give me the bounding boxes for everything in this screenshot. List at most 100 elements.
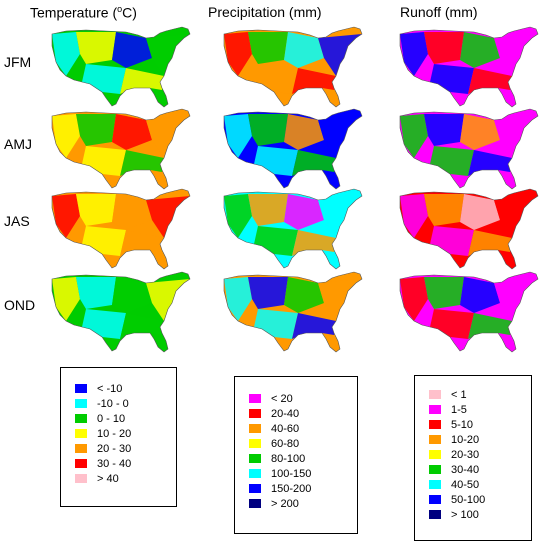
map-region-patch — [52, 194, 80, 238]
row-label-ond: OND — [4, 297, 36, 313]
map-region-patch — [52, 114, 80, 158]
legend-swatch — [429, 465, 441, 474]
precipitation-column-title: Precipitation (mm) — [208, 4, 322, 20]
map-region-patch — [430, 64, 474, 94]
map-region-patch — [284, 277, 324, 313]
map-region-patch — [224, 194, 252, 238]
legend-swatch — [429, 495, 441, 504]
precipitation-legend-item: 60-80 — [249, 436, 357, 451]
temperature-unit-tail: C) — [122, 4, 137, 21]
temperature-legend-item: -10 - 0 — [75, 396, 176, 411]
temperature-legend-item: < -10 — [75, 381, 176, 396]
precipitation-legend-item: 20-40 — [249, 406, 357, 421]
map-region-patch — [82, 64, 126, 94]
legend-label: > 40 — [97, 472, 119, 485]
legend-swatch — [249, 484, 261, 493]
map-region-patch — [292, 230, 336, 256]
map-amj-runoff — [399, 108, 539, 190]
map-jas-temperature — [51, 188, 191, 270]
legend-label: 50-100 — [451, 493, 486, 506]
legend-label: 30-40 — [451, 463, 480, 476]
map-region-patch — [248, 277, 288, 309]
map-region-patch — [120, 230, 164, 256]
map-color-regions — [224, 109, 362, 189]
map-region-patch — [52, 32, 80, 76]
map-region-patch — [430, 309, 474, 339]
map-color-regions — [52, 109, 190, 189]
row-label-amj: AMJ — [4, 136, 32, 152]
map-color-regions — [52, 27, 190, 107]
map-region-patch — [292, 313, 336, 339]
map-region-patch — [112, 194, 152, 230]
legend-label: 1-5 — [451, 403, 467, 416]
runoff-legend-item: > 100 — [429, 507, 531, 522]
map-region-patch — [254, 64, 298, 94]
us-outline — [51, 26, 191, 108]
runoff-legend-item: 5-10 — [429, 417, 531, 432]
map-region-patch — [82, 226, 126, 256]
us-outline — [399, 271, 539, 353]
legend-label: 10-20 — [451, 433, 480, 446]
map-region-patch — [76, 277, 116, 309]
map-color-regions — [224, 27, 362, 107]
map-ond-temperature — [51, 271, 191, 353]
runoff-legend-item: 30-40 — [429, 462, 531, 477]
legend-label: > 200 — [271, 497, 299, 510]
map-color-regions — [52, 189, 190, 269]
legend-swatch — [429, 450, 441, 459]
temperature-legend-item: 30 - 40 — [75, 456, 176, 471]
map-jas-precipitation — [223, 188, 363, 270]
map-region-patch — [120, 313, 164, 339]
map-region-patch — [292, 150, 336, 176]
legend-swatch — [75, 399, 87, 408]
map-region-patch — [254, 226, 298, 256]
runoff-legend-item: 50-100 — [429, 492, 531, 507]
map-region-patch — [76, 32, 116, 64]
legend-label: 30 - 40 — [97, 457, 132, 470]
precipitation-legend-item: 40-60 — [249, 421, 357, 436]
temperature-legend-item: > 40 — [75, 471, 176, 486]
runoff-legend: < 1 1-5 5-10 10-20 20-30 30-40 40-50 50-100 > 10… — [414, 375, 532, 541]
runoff-legend-item: < 1 — [429, 387, 531, 402]
row-label-jfm: JFM — [4, 54, 32, 70]
map-region-patch — [112, 114, 152, 150]
legend-swatch — [429, 480, 441, 489]
map-region-patch — [424, 194, 464, 226]
runoff-legend-item: 10-20 — [429, 432, 531, 447]
map-region-patch — [76, 114, 116, 146]
map-region-patch — [400, 114, 428, 158]
legend-label: 20-30 — [451, 448, 480, 461]
map-color-regions — [400, 109, 538, 189]
row-label-jas: JAS — [4, 213, 30, 229]
map-region-patch — [254, 146, 298, 176]
map-region-patch — [468, 230, 512, 256]
map-region-patch — [284, 114, 324, 150]
map-amj-temperature — [51, 108, 191, 190]
legend-label: 80-100 — [271, 452, 306, 465]
runoff-legend-item: 20-30 — [429, 447, 531, 462]
legend-swatch — [75, 384, 87, 393]
map-color-regions — [400, 272, 538, 352]
map-region-patch — [224, 32, 252, 76]
map-color-regions — [224, 189, 362, 269]
map-amj-precipitation — [223, 108, 363, 190]
map-region-patch — [468, 313, 512, 339]
runoff-column-title: Runoff (mm) — [400, 4, 478, 20]
legend-swatch — [429, 420, 441, 429]
map-region-patch — [468, 150, 512, 176]
precipitation-legend-item: 150-200 — [249, 481, 357, 496]
us-outline — [399, 108, 539, 190]
legend-label: 40-50 — [451, 478, 480, 491]
legend-label: 40-60 — [271, 422, 300, 435]
map-ond-precipitation — [223, 271, 363, 353]
legend-label: 20 - 30 — [97, 442, 132, 455]
legend-label: 60-80 — [271, 437, 300, 450]
legend-label: < 1 — [451, 388, 467, 401]
us-outline — [51, 188, 191, 270]
temperature-legend: < -10 -10 - 0 0 - 10 10 - 20 20 - 30 30 - 40 >… — [60, 367, 177, 507]
legend-label: 10 - 20 — [97, 427, 132, 440]
legend-swatch — [249, 439, 261, 448]
map-region-patch — [82, 309, 126, 339]
precipitation-legend: < 20 20-40 40-60 60-80 80-100 100-150 150-200 >… — [234, 376, 358, 534]
legend-swatch — [75, 414, 87, 423]
